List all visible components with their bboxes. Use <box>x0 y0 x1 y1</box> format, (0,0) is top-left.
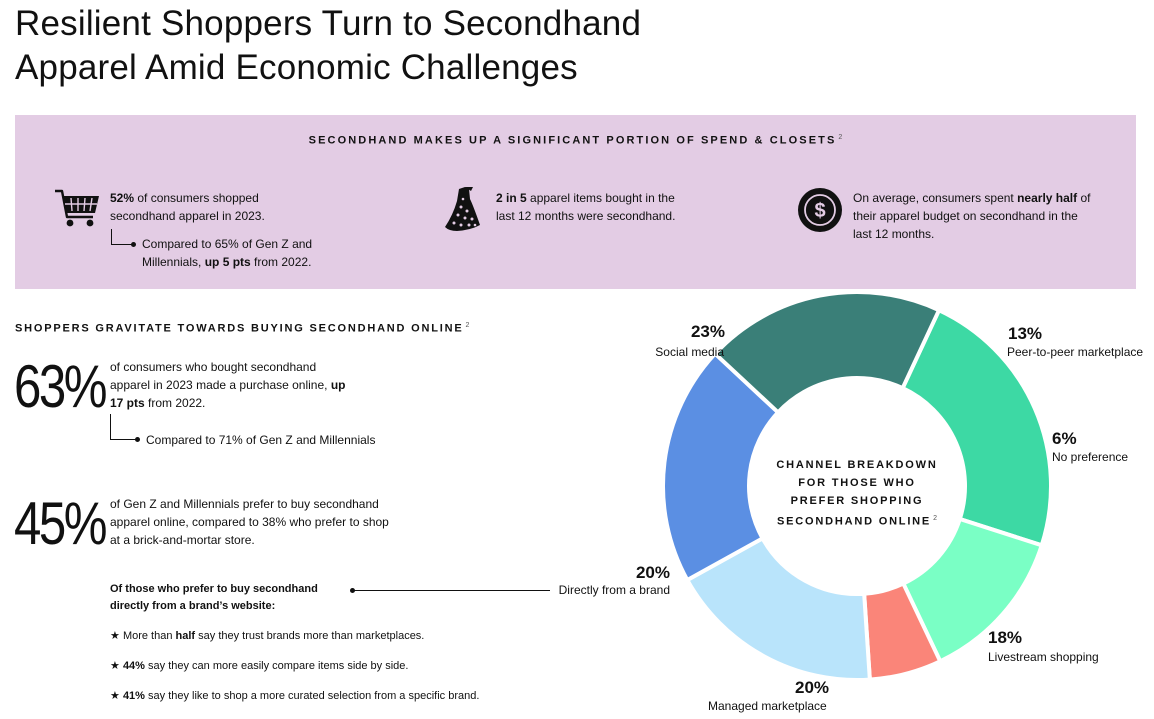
title-line-2: Apparel Amid Economic Challenges <box>15 48 578 87</box>
slice-category-label: No preference <box>1052 450 1128 464</box>
slice-category-label: Livestream shopping <box>988 650 1099 664</box>
stat-consumers-shopped: 52% of consumers shopped secondhand appa… <box>110 191 265 223</box>
title-line-1: Resilient Shoppers Turn to Secondhand <box>15 4 642 43</box>
list-item: ★ 41% say they like to shop a more curat… <box>110 690 480 702</box>
donut-slice-social-media <box>899 307 1053 548</box>
slice-category-label: Directly from a brand <box>559 583 670 597</box>
stat-online-genz: Compared to 71% of Gen Z and Millennials <box>146 433 376 447</box>
svg-text:$: $ <box>814 200 825 222</box>
slice-value-label: 6% <box>1052 429 1077 448</box>
section-heading-online: SHOPPERS GRAVITATE TOWARDS BUYING SECOND… <box>15 322 470 335</box>
big-stat-63: 63% <box>14 353 108 420</box>
slice-value-label: 20% <box>636 563 670 582</box>
footnote-marker: 2 <box>933 515 937 522</box>
footnote-marker: 2 <box>838 134 843 141</box>
stat-prefer-online: of Gen Z and Millennials prefer to buy s… <box>110 497 389 547</box>
slice-value-label: 18% <box>988 628 1022 647</box>
stat-budget-spent: On average, consumers spent nearly half … <box>853 191 1091 241</box>
stat-genz-comparison: Compared to 65% of Gen Z and Millennials… <box>142 237 313 269</box>
banner-heading: SECONDHAND MAKES UP A SIGNIFICANT PORTIO… <box>308 134 843 147</box>
connector-line <box>110 414 137 440</box>
slice-value-label: 20% <box>795 678 829 697</box>
slice-category-label: Managed marketplace <box>708 699 827 713</box>
dollar-coin-icon: $ <box>797 187 843 238</box>
page-title: Resilient Shoppers Turn to Secondhand Ap… <box>15 2 641 90</box>
brand-leader-line <box>353 590 550 591</box>
connector-dot <box>350 588 355 593</box>
donut-slice-managed-marketplace <box>661 350 781 583</box>
brand-note: Of those who prefer to buy secondhand di… <box>110 583 318 612</box>
shopping-cart-icon <box>53 187 101 234</box>
list-item: ★ 44% say they can more easily compare i… <box>110 660 409 672</box>
slice-value-label: 23% <box>691 322 725 341</box>
stats-banner: SECONDHAND MAKES UP A SIGNIFICANT PORTIO… <box>15 115 1136 289</box>
list-item: ★ More than half say they trust brands m… <box>110 630 425 642</box>
footnote-marker: 2 <box>465 322 470 329</box>
dress-icon <box>443 185 483 238</box>
connector-dot <box>131 242 136 247</box>
big-stat-45: 45% <box>14 490 108 557</box>
slice-value-label: 13% <box>1008 324 1042 343</box>
slice-category-label: Peer-to-peer marketplace <box>1007 345 1143 359</box>
donut-slice-directly-from-a-brand <box>712 290 942 416</box>
slice-category-label: Social media <box>655 345 724 359</box>
connector-line <box>111 229 134 245</box>
stat-online-purchase: of consumers who bought secondhand appar… <box>110 360 346 410</box>
stat-apparel-items: 2 in 5 apparel items bought in the last … <box>496 191 676 223</box>
chart-center-title: CHANNEL BREAKDOWN FOR THOSE WHO PREFER S… <box>776 459 938 528</box>
connector-dot <box>135 437 140 442</box>
